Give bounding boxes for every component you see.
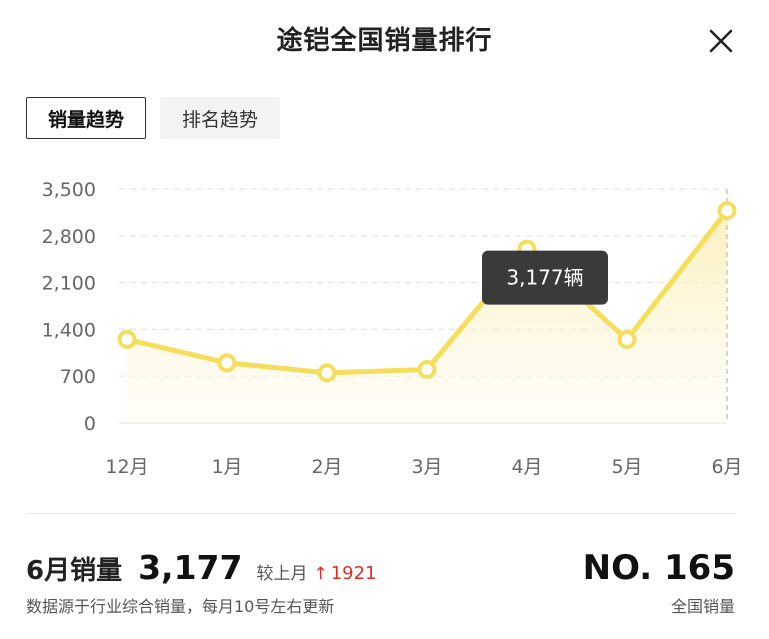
sales-area — [127, 210, 727, 423]
sales-value: 3,177 — [138, 548, 243, 587]
compare-label: 较上月 — [256, 564, 308, 584]
x-tick-label: 5月 — [611, 456, 642, 478]
y-tick-label: 0 — [84, 413, 96, 435]
data-point[interactable] — [417, 360, 437, 380]
tab-bar: 销量趋势 排名趋势 — [26, 97, 281, 139]
tab-rank-trend[interactable]: 排名趋势 — [160, 97, 281, 139]
up-arrow-icon: ↑ — [313, 564, 328, 584]
monthly-sales-summary: 6月销量 3,177 较上月 ↑ 1921 — [26, 548, 377, 587]
data-source-note: 数据源于行业综合销量，每月10号左右更新 — [26, 597, 335, 616]
x-tick-label: 4月 — [511, 456, 542, 478]
value-tooltip: 3,177辆 — [482, 250, 608, 305]
page-title: 途铠全国销量排行 — [276, 26, 493, 56]
x-tick-label: 1月 — [211, 456, 242, 478]
close-icon[interactable] — [704, 24, 738, 58]
x-tick-label: 2月 — [311, 456, 342, 478]
divider — [26, 513, 736, 514]
tooltip-text: 3,177辆 — [506, 266, 583, 290]
x-tick-label: 6月 — [711, 456, 742, 478]
y-tick-label: 1,400 — [42, 319, 96, 341]
x-tick-label: 3月 — [411, 456, 442, 478]
tab-sales-trend[interactable]: 销量趋势 — [26, 97, 147, 139]
x-tick-label: 12月 — [105, 456, 148, 478]
data-point[interactable] — [617, 329, 637, 349]
data-point[interactable] — [217, 353, 237, 373]
compare-value: 1921 — [330, 563, 377, 584]
y-tick-label: 2,100 — [42, 273, 96, 295]
sales-month-label: 6月销量 — [26, 556, 123, 586]
sales-trend-chart: 0 700 1,400 2,100 2,800 3,500 12月 1月 2月 3月 4月 5月 6月… — [42, 179, 743, 478]
y-tick-label: 700 — [60, 366, 96, 388]
national-rank: NO. 165 — [582, 548, 735, 588]
y-tick-label: 2,800 — [42, 226, 96, 248]
data-point[interactable] — [317, 363, 337, 383]
national-rank-label: 全国销量 — [670, 597, 735, 616]
data-point[interactable] — [117, 329, 137, 349]
y-tick-label: 3,500 — [42, 179, 96, 201]
data-point[interactable] — [717, 201, 737, 221]
